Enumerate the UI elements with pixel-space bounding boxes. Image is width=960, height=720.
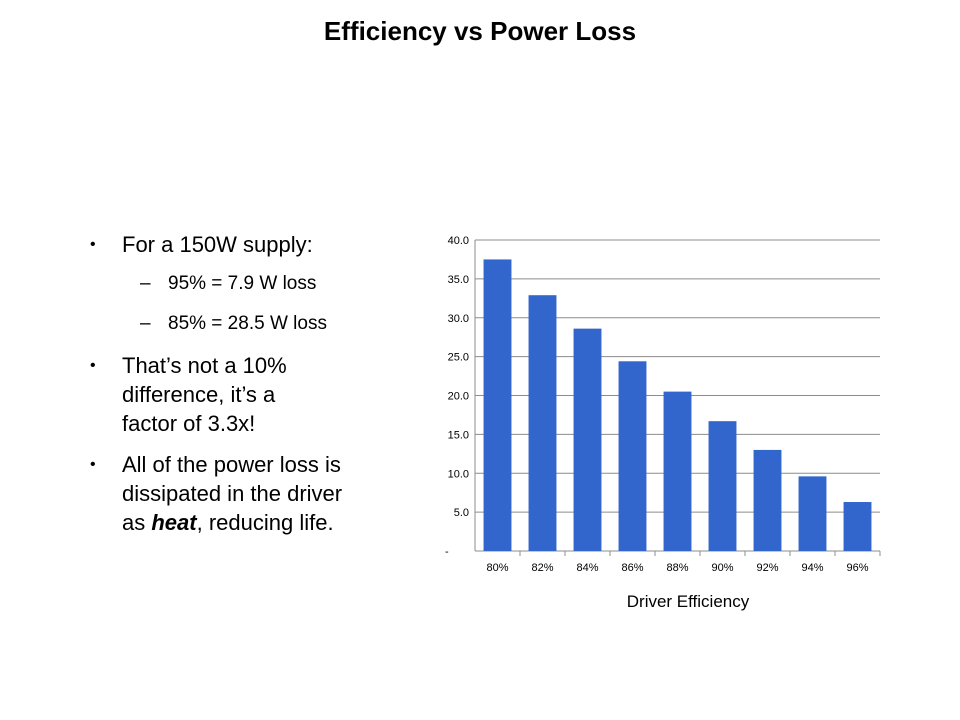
bullet-text-line: as heat, reducing life. [122, 508, 418, 537]
bar-chart: - 5.0 10.0 15.0 20.0 25.0 30.0 35.0 40.0 80% 82% 84… [415, 225, 895, 620]
bullet-item: • For a 150W supply: [88, 230, 418, 259]
y-tick-label: 20.0 [448, 391, 469, 403]
bullet-text-line: factor of 3.3x! [122, 411, 256, 436]
bullet-dot-icon: • [90, 357, 96, 374]
bar-84-pct [573, 328, 602, 551]
bullet-text-suffix: , reducing life. [196, 510, 334, 535]
sub-bullet-text: 95% = 7.9 W loss [168, 273, 317, 294]
x-tick-label: 84% [576, 562, 598, 574]
x-tick-label: 94% [801, 562, 823, 574]
bar-94-pct [798, 476, 827, 551]
bar-96-pct [843, 502, 872, 551]
bullet-item: • All of the power loss is dissipated in… [88, 450, 418, 537]
bullet-dot-icon: • [90, 456, 96, 473]
bullet-text-prefix: as [122, 510, 152, 535]
bar-86-pct [618, 361, 647, 551]
y-tick-label: 40.0 [448, 235, 469, 247]
x-tick-label: 80% [486, 562, 508, 574]
bullet-text-line: dissipated in the driver [122, 481, 343, 506]
y-tick-label: 25.0 [448, 352, 469, 364]
x-tick-label: 86% [621, 562, 643, 574]
y-tick-label: - [445, 546, 449, 558]
x-tick-label: 96% [846, 562, 868, 574]
y-tick-label: 30.0 [448, 313, 469, 325]
bullet-list: • For a 150W supply: – 95% = 7.9 W loss … [88, 230, 418, 549]
bullet-text-line: That’s not a 10% [122, 353, 287, 378]
x-tick-label: 92% [756, 562, 778, 574]
emphasis-heat: heat [151, 510, 197, 535]
sub-bullet-text: 85% = 28.5 W loss [168, 313, 327, 334]
x-tick-label: 88% [666, 562, 688, 574]
bullet-text-line: All of the power loss is [122, 452, 341, 477]
bullet-item: • That’s not a 10% difference, it’s a fa… [88, 351, 418, 438]
bullet-dot-icon: • [90, 236, 96, 253]
sub-bullet-dash-icon: – [140, 273, 151, 294]
bullet-text-line: difference, it’s a [122, 382, 276, 407]
sub-bullet-item: – 95% = 7.9 W loss [88, 271, 418, 297]
x-tick-label: 90% [711, 562, 733, 574]
y-tick-label: 10.0 [448, 468, 469, 480]
bar-92-pct [753, 449, 782, 551]
bar-90-pct [708, 421, 737, 551]
bar-88-pct [663, 391, 692, 551]
bar-chart-svg: - 5.0 10.0 15.0 20.0 25.0 30.0 35.0 40.0 80% 82% 84… [445, 235, 881, 574]
sub-bullet-dash-icon: – [140, 313, 151, 334]
y-tick-label: 35.0 [448, 274, 469, 286]
bar-80-pct [483, 259, 512, 551]
x-tick-label: 82% [531, 562, 553, 574]
sub-bullet-item: – 85% = 28.5 W loss [88, 311, 418, 337]
bar-82-pct [528, 295, 557, 551]
y-tick-label: 15.0 [448, 429, 469, 441]
y-tick-label: 5.0 [454, 507, 469, 519]
x-axis-label: Driver Efficiency [626, 592, 750, 611]
bullet-text: For a 150W supply: [122, 232, 313, 257]
slide-title: Efficiency vs Power Loss [323, 16, 637, 46]
